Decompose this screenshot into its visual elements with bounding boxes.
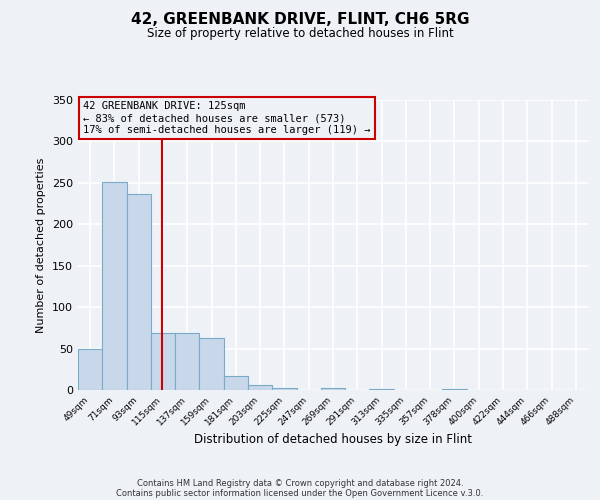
Bar bbox=[248, 385, 272, 390]
Text: Contains HM Land Registry data © Crown copyright and database right 2024.: Contains HM Land Registry data © Crown c… bbox=[137, 478, 463, 488]
Bar bbox=[442, 389, 467, 390]
Text: 42 GREENBANK DRIVE: 125sqm
← 83% of detached houses are smaller (573)
17% of sem: 42 GREENBANK DRIVE: 125sqm ← 83% of deta… bbox=[83, 102, 371, 134]
Bar bbox=[272, 388, 296, 390]
Y-axis label: Number of detached properties: Number of detached properties bbox=[37, 158, 46, 332]
Bar bbox=[102, 182, 127, 390]
Bar bbox=[151, 333, 175, 390]
Bar bbox=[224, 376, 248, 390]
Text: Size of property relative to detached houses in Flint: Size of property relative to detached ho… bbox=[146, 28, 454, 40]
X-axis label: Distribution of detached houses by size in Flint: Distribution of detached houses by size … bbox=[194, 432, 472, 446]
Bar bbox=[370, 389, 394, 390]
Text: 42, GREENBANK DRIVE, FLINT, CH6 5RG: 42, GREENBANK DRIVE, FLINT, CH6 5RG bbox=[131, 12, 469, 28]
Bar bbox=[199, 338, 224, 390]
Bar bbox=[127, 194, 151, 390]
Text: Contains public sector information licensed under the Open Government Licence v.: Contains public sector information licen… bbox=[116, 488, 484, 498]
Bar bbox=[175, 333, 199, 390]
Bar bbox=[78, 350, 102, 390]
Bar bbox=[321, 388, 345, 390]
